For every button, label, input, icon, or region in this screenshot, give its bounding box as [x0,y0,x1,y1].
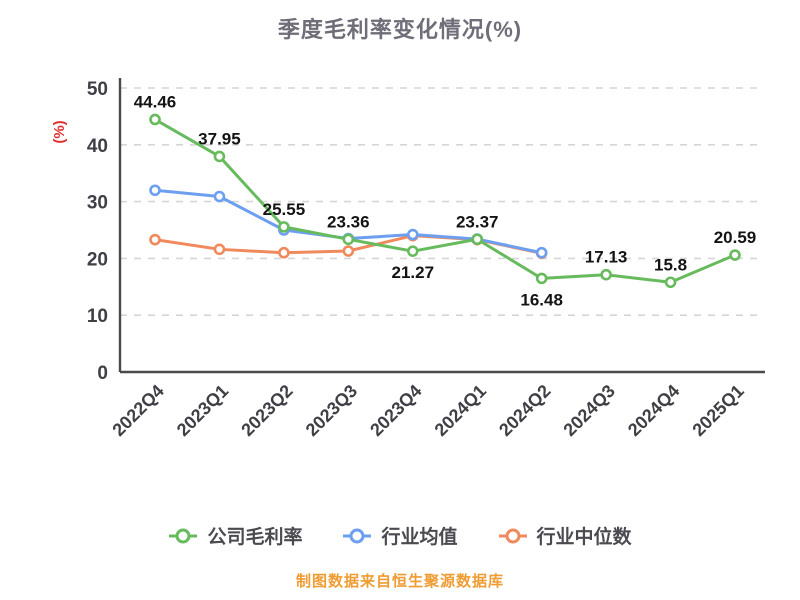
y-axis-tick-label: 0 [97,363,108,384]
y-axis-tick-label: 20 [87,249,108,270]
x-axis-tick-label: 2023Q1 [173,381,232,440]
line-marker-icon [498,528,527,543]
x-axis-tick-label: 2025Q1 [688,381,747,440]
data-label: 15.8 [654,255,687,274]
data-point[interactable] [406,228,419,241]
line-marker-icon [343,528,372,543]
legend-label: 行业均值 [381,527,458,548]
y-axis-tick-label: 30 [87,193,108,214]
data-label: 25.55 [263,200,306,219]
series-line [153,117,737,284]
legend-item-industry-median[interactable]: 行业中位数 [498,522,632,549]
data-label: 21.27 [392,263,435,282]
legend-item-company-margin[interactable]: 公司毛利率 [168,522,302,549]
data-label: 23.36 [327,212,370,231]
data-label: 17.13 [585,248,628,267]
data-point[interactable] [535,246,548,259]
x-axis-tick-label: 2023Q4 [366,381,425,440]
data-label: 16.48 [520,290,563,309]
x-axis-tick-label: 2024Q1 [431,381,490,440]
data-label: 44.46 [134,92,177,111]
legend-item-industry-mean[interactable]: 行业均值 [342,522,458,549]
data-label: 20.59 [714,228,757,247]
data-point[interactable] [149,233,161,246]
data-point[interactable] [471,233,484,246]
data-point[interactable] [149,113,161,126]
chart-legend: 公司毛利率 行业均值 行业中位数 [0,522,800,549]
data-point[interactable] [729,249,741,261]
data-source-note: 制图数据来自恒生聚源数据库 [295,573,504,590]
data-label: 37.95 [198,129,241,148]
data-point[interactable] [342,233,355,246]
y-axis-tick-label: 10 [87,306,108,327]
x-axis-tick-label: 2023Q3 [302,381,361,440]
data-point[interactable] [278,221,290,233]
x-axis-tick-label: 2022Q4 [108,381,167,440]
data-point[interactable] [278,246,290,259]
data-point[interactable] [535,272,548,285]
y-axis-tick-label: 50 [87,79,108,100]
legend-label: 行业中位数 [536,527,632,548]
data-point[interactable] [600,268,612,281]
x-axis-tick-label: 2024Q4 [624,381,683,440]
data-point[interactable] [213,150,226,163]
data-label: 23.37 [456,212,499,231]
x-axis-tick-label: 2023Q2 [237,381,296,440]
y-axis-unit-label: (%) [51,120,68,143]
line-marker-icon [169,528,198,543]
chart-title: 季度毛利率变化情况(%) [277,17,523,42]
x-axis-tick-label: 2024Q3 [559,381,618,440]
data-point[interactable] [213,243,226,256]
data-point[interactable] [342,245,355,257]
data-point[interactable] [406,245,419,257]
data-point[interactable] [149,184,161,197]
legend-label: 公司毛利率 [207,527,303,548]
data-point[interactable] [213,190,226,203]
data-point[interactable] [664,276,677,289]
y-axis-tick-label: 40 [87,136,108,157]
x-axis-tick-label: 2024Q2 [495,381,554,440]
